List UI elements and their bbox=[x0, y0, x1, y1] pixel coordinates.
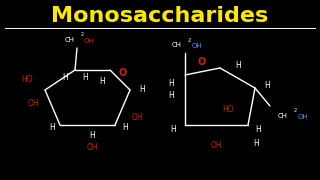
Text: OH: OH bbox=[210, 141, 222, 150]
Text: OH: OH bbox=[86, 143, 98, 152]
Text: O: O bbox=[198, 57, 206, 67]
Text: HO: HO bbox=[222, 105, 234, 114]
Text: OH: OH bbox=[298, 114, 308, 120]
Text: CH: CH bbox=[65, 37, 75, 43]
Text: H: H bbox=[255, 125, 261, 134]
Text: OH: OH bbox=[192, 43, 202, 49]
Text: CH: CH bbox=[278, 113, 288, 119]
Text: OH: OH bbox=[131, 112, 143, 122]
Text: H: H bbox=[62, 73, 68, 82]
Text: H: H bbox=[168, 78, 174, 87]
Text: HO: HO bbox=[21, 75, 33, 84]
Text: OH: OH bbox=[27, 100, 39, 109]
Text: 2: 2 bbox=[293, 109, 297, 114]
Text: H: H bbox=[264, 80, 270, 89]
Text: H: H bbox=[99, 78, 105, 87]
Text: H: H bbox=[139, 86, 145, 94]
Text: OH: OH bbox=[84, 38, 94, 44]
Text: H: H bbox=[235, 62, 241, 71]
Text: Monosaccharides: Monosaccharides bbox=[52, 6, 268, 26]
Text: H: H bbox=[49, 123, 55, 132]
Text: CH: CH bbox=[172, 42, 182, 48]
Text: 2: 2 bbox=[188, 37, 191, 42]
Text: O: O bbox=[119, 68, 127, 78]
Text: 2: 2 bbox=[80, 33, 84, 37]
Text: H: H bbox=[253, 138, 259, 147]
Text: H: H bbox=[170, 125, 176, 134]
Text: H: H bbox=[82, 73, 88, 82]
Text: H: H bbox=[168, 91, 174, 100]
Text: H: H bbox=[122, 123, 128, 132]
Text: H: H bbox=[89, 130, 95, 140]
